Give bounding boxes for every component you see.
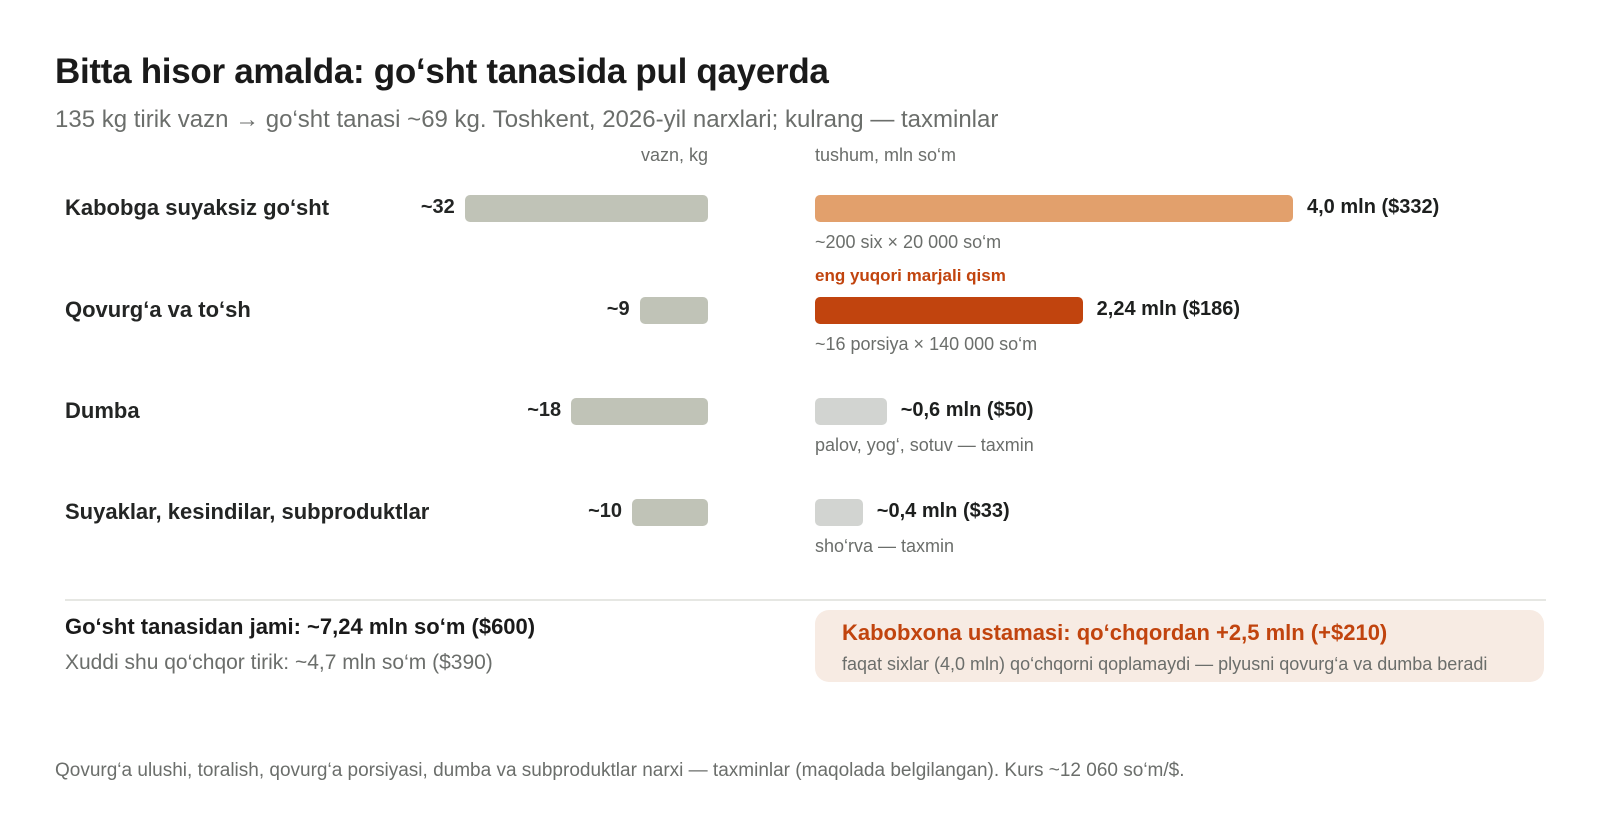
weight-bar (632, 499, 708, 526)
revenue-value-label: 4,0 mln ($332) (1307, 196, 1440, 218)
revenue-note: ~16 porsiya × 140 000 so‘m (815, 334, 1038, 354)
live-price: Xuddi shu qo‘chqor tirik: ~4,7 mln so‘m … (65, 651, 493, 674)
divider (65, 599, 1546, 601)
revenue-note: ~200 six × 20 000 so‘m (815, 232, 1002, 252)
revenue-value-label: 2,24 mln ($186) (1096, 298, 1241, 320)
weight-value-label: ~32 (420, 196, 455, 218)
weight-bar (639, 297, 708, 324)
total-revenue: Go‘sht tanasidan jami: ~7,24 mln so‘m ($… (65, 614, 536, 639)
revenue-note: sho‘rva — taxmin (815, 536, 955, 556)
revenue-note: palov, yog‘, sotuv — taxmin (815, 435, 1034, 455)
revenue-value-label: ~0,6 mln ($50) (900, 399, 1034, 421)
weight-axis-label: vazn, kg (640, 145, 708, 165)
highlight-tag: eng yuqori marjali qism (815, 266, 1006, 285)
markup-callout: Kabobxona ustamasi: qo‘chqordan +2,5 mln… (815, 610, 1544, 682)
category-label: Suyaklar, kesindilar, subproduktlar (65, 499, 430, 524)
chart-title: Bitta hisor amalda: go‘sht tanasida pul … (55, 52, 829, 91)
weight-value-label: ~9 (606, 298, 630, 320)
weight-value-label: ~10 (588, 500, 622, 522)
callout-text: faqat sixlar (4,0 mln) qo‘chqorni qoplam… (842, 654, 1488, 674)
weight-bar (464, 195, 708, 222)
category-label: Qovurg‘a va to‘sh (65, 297, 251, 322)
footnote: Qovurg‘a ulushi, toralish, qovurg‘a pors… (55, 760, 1185, 781)
revenue-axis-label: tushum, mln so‘m (815, 145, 957, 165)
revenue-value-label: ~0,4 mln ($33) (876, 500, 1010, 522)
revenue-bar (815, 398, 887, 425)
callout-title: Kabobxona ustamasi: qo‘chqordan +2,5 mln… (842, 620, 1388, 645)
weight-value-label: ~18 (527, 399, 562, 421)
revenue-bar (815, 499, 863, 526)
revenue-bar (815, 297, 1083, 324)
chart-subtitle: 135 kg tirik vazn → go‘sht tanasi ~69 kg… (55, 106, 999, 133)
weight-bar (571, 398, 708, 425)
category-label: Kabobga suyaksiz go‘sht (65, 195, 330, 220)
revenue-bar (815, 195, 1293, 222)
category-label: Dumba (65, 398, 140, 423)
